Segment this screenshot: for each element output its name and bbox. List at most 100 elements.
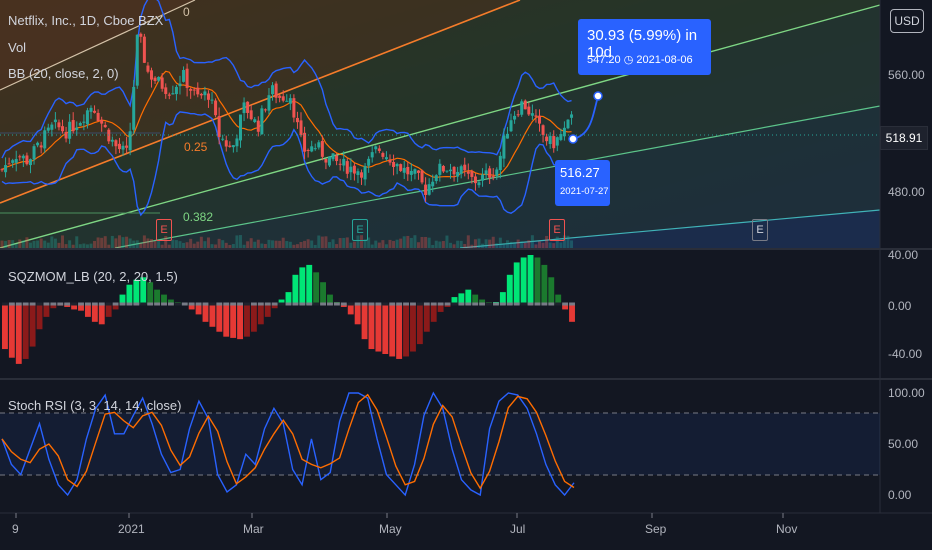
sqz-dot (154, 302, 161, 306)
volume-bar (189, 238, 193, 248)
sqz-bar (126, 284, 133, 305)
earnings-marker[interactable]: E (752, 219, 768, 241)
sqz-dot (264, 302, 271, 306)
volume-bar (135, 240, 139, 248)
candle-body (110, 139, 114, 142)
candle-body (534, 115, 538, 117)
clock-icon: ◷ (623, 54, 634, 66)
time-axis-label: 2021 (118, 522, 145, 536)
fib-line-0.25 (0, 0, 521, 204)
sqz-dot (147, 302, 154, 306)
sqz-bar (29, 304, 36, 347)
volume-bar (61, 235, 65, 248)
candles (0, 32, 574, 203)
volume-bar (409, 237, 413, 248)
candle-body (310, 146, 314, 152)
volume-bar (182, 242, 186, 248)
volume-bar (452, 244, 456, 248)
sqz-dot (50, 302, 57, 306)
earnings-marker[interactable]: E (352, 219, 368, 241)
volume-bar (253, 241, 257, 248)
volume-bar (71, 244, 75, 248)
candle-body (292, 98, 296, 118)
candle-body (488, 168, 492, 178)
volume-bar (438, 241, 442, 248)
sqzmom-histogram (2, 255, 575, 364)
currency-button[interactable]: USD (890, 9, 924, 33)
volume-bar (125, 236, 129, 248)
sqz-bar (237, 304, 244, 340)
candle-body (441, 165, 445, 172)
volume-bar (32, 240, 36, 248)
volume-bar (224, 242, 228, 248)
forecast-change: 30.93 (5.99%) in 10d (587, 27, 698, 61)
sqz-bar (71, 304, 78, 310)
candle-body (78, 123, 82, 126)
sqz-bar (98, 304, 105, 325)
volume-bar (434, 240, 438, 248)
candle-body (395, 164, 399, 167)
sqz-bar (396, 304, 403, 359)
candle-body (555, 137, 559, 146)
volume-bar (370, 244, 374, 248)
candle-body (377, 148, 381, 151)
candle-body (342, 158, 346, 166)
sqz-bar (112, 304, 119, 310)
sqz-dot (57, 302, 64, 306)
sqz-bar (209, 304, 216, 327)
candle-body (32, 146, 36, 160)
volume-bar (367, 237, 371, 248)
candle-body (253, 119, 257, 123)
sqz-dot (354, 302, 361, 306)
candle-body (566, 119, 570, 129)
volume-bar (121, 237, 125, 248)
candle-body (61, 126, 65, 132)
candle-body (21, 155, 25, 159)
volume-bar (117, 235, 121, 248)
volume-bar (196, 241, 200, 248)
candle-body (530, 113, 534, 116)
volume-bar (310, 240, 314, 248)
sqzmom-zero-dots (2, 302, 575, 306)
candle-body (299, 120, 303, 136)
volume-bar (413, 235, 417, 248)
volume-bar (46, 242, 50, 248)
candle-body (281, 96, 285, 101)
point-callout[interactable]: 516.27 2021-07-27 (555, 160, 610, 206)
sqz-bar (458, 293, 465, 305)
time-axis-label: 9 (12, 522, 19, 536)
volume-bar (470, 244, 474, 248)
volume-bar (445, 235, 449, 248)
bb-upper-band (1, 0, 572, 159)
sqz-dot (368, 302, 375, 306)
earnings-marker[interactable]: E (156, 219, 172, 241)
volume-bar (263, 243, 267, 248)
sqz-bar (216, 304, 223, 332)
candle-body (242, 102, 246, 114)
volume-bar (256, 239, 260, 248)
sqz-dot (278, 302, 285, 306)
volume-bar (96, 237, 100, 248)
forecast-callout[interactable]: 30.93 (5.99%) in 10d 547.20 ◷ 2021-08-06 (578, 19, 711, 75)
sqz-bar (244, 304, 250, 337)
sqz-bar (520, 257, 527, 305)
volume-bar (534, 244, 538, 248)
candle-body (28, 159, 32, 166)
sqz-dot (451, 302, 458, 306)
sqz-bar (340, 304, 347, 307)
volume-bar (427, 237, 431, 248)
candle-body (413, 169, 417, 174)
candle-body (491, 176, 495, 178)
sqz-dot (195, 302, 202, 306)
candle-body (406, 166, 410, 175)
earnings-marker[interactable]: E (549, 219, 565, 241)
sqz-bar (465, 289, 472, 305)
volume-bar (114, 238, 118, 248)
candle-body (57, 122, 61, 128)
candle-body (271, 85, 275, 95)
volume-bar (82, 243, 86, 248)
volume-bar (530, 235, 534, 248)
volume-bar (456, 240, 460, 248)
sqz-bar (147, 282, 154, 305)
sqz-dot (223, 302, 230, 306)
